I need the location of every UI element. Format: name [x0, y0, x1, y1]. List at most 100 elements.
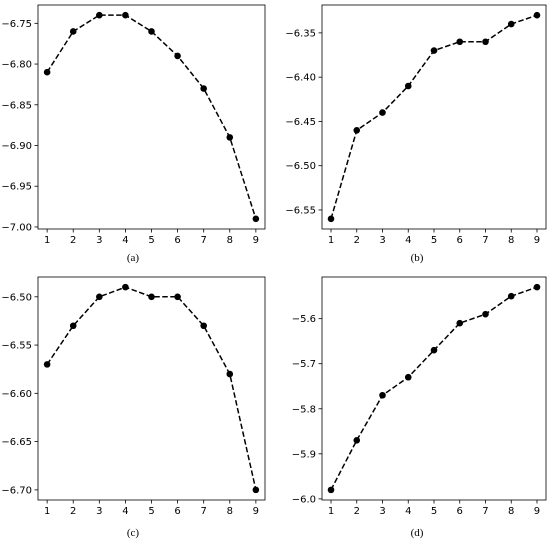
- data-point: [174, 293, 181, 301]
- data-point: [404, 82, 412, 90]
- data-point: [456, 38, 464, 46]
- x-tick-label: 9: [253, 506, 259, 517]
- x-tick-label: 1: [328, 506, 334, 517]
- data-point: [507, 292, 515, 300]
- data-point: [200, 322, 207, 330]
- y-tick-label: −6.75: [1, 19, 32, 30]
- y-tick-label: −6.35: [285, 28, 316, 39]
- x-tick-label: 5: [431, 235, 437, 246]
- y-tick-label: −6.0: [292, 494, 316, 505]
- y-tick-label: −6.50: [285, 161, 316, 172]
- x-tick-label: 8: [227, 235, 233, 246]
- series-line: [46, 286, 257, 491]
- data-point: [327, 486, 335, 494]
- x-tick-label: 6: [457, 235, 463, 246]
- data-point: [353, 126, 361, 134]
- chart-panel-d: 1 2 3 4 5 6 7 8 9 −6.0 −5.9 −5.8 −5.7 −5.6 (d): [292, 276, 547, 539]
- axes-frame: [321, 4, 547, 230]
- data-point: [226, 370, 234, 378]
- y-tick-label: −6.90: [1, 141, 32, 152]
- data-point: [122, 11, 129, 19]
- x-tick-label: 4: [405, 235, 411, 246]
- x-tick-label: 6: [457, 506, 463, 517]
- series-line: [330, 14, 538, 220]
- axes-frame: [37, 276, 266, 501]
- x-tick-label: 7: [482, 506, 488, 517]
- x-tick-label: 6: [174, 235, 180, 246]
- x-tick-label: 9: [534, 235, 540, 246]
- y-tick-label: −6.95: [1, 182, 32, 193]
- y-tick-label: −6.50: [1, 292, 32, 303]
- y-tick-label: −7.00: [1, 222, 32, 233]
- data-point: [200, 85, 207, 92]
- data-point: [327, 215, 335, 223]
- x-tick-label: 3: [379, 235, 385, 246]
- chart-panel-a: 1 2 3 4 5 6 7 8 9 −7.00 −6.95 −6.90 −6.85 −6.80 −6.75 (…: [1, 4, 266, 264]
- x-tick-label: 7: [482, 235, 488, 246]
- x-tick-label: 7: [200, 235, 206, 246]
- data-point: [533, 11, 541, 19]
- data-point: [43, 68, 51, 76]
- x-tick-label: 1: [44, 506, 50, 517]
- x-tick-label: 5: [148, 235, 154, 246]
- y-tick-label: −6.55: [285, 205, 316, 216]
- data-point: [96, 11, 103, 19]
- data-point: [507, 20, 515, 28]
- data-point: [69, 28, 77, 35]
- axes-frame: [321, 276, 547, 501]
- x-tick-label: 2: [70, 506, 76, 517]
- x-tick-label: 3: [96, 506, 102, 517]
- data-point: [252, 215, 260, 223]
- x-tick-label: 1: [328, 235, 334, 246]
- data-point: [482, 310, 489, 318]
- x-tick-label: 5: [148, 506, 154, 517]
- x-tick-label: 9: [534, 506, 540, 517]
- y-tick-label: −5.9: [292, 449, 316, 460]
- x-tick-label: 8: [508, 506, 514, 517]
- y-tick-label: −6.45: [285, 117, 316, 128]
- x-tick-label: 4: [405, 506, 411, 517]
- data-point: [456, 319, 464, 327]
- x-tick-label: 5: [431, 506, 437, 517]
- x-tick-label: 4: [122, 235, 128, 246]
- axes-frame: [37, 4, 266, 230]
- data-point: [122, 283, 129, 291]
- data-point: [533, 283, 541, 291]
- x-tick-label: 9: [253, 235, 259, 246]
- series-line: [46, 14, 257, 220]
- x-tick-label: 7: [200, 506, 206, 517]
- panel-caption: (a): [127, 252, 140, 264]
- data-point: [226, 134, 234, 141]
- data-point: [430, 346, 438, 354]
- x-tick-label: 3: [379, 506, 385, 517]
- x-tick-label: 6: [174, 506, 180, 517]
- series-line: [330, 286, 538, 491]
- data-point: [379, 391, 386, 399]
- x-tick-label: 2: [70, 235, 76, 246]
- panel-caption: (b): [411, 252, 424, 264]
- chart-panel-c: 1 2 3 4 5 6 7 8 9 −6.70 −6.65 −6.60 −6.55 −6.50 (c): [1, 276, 266, 539]
- y-tick-label: −6.85: [1, 100, 32, 111]
- x-tick-label: 8: [508, 235, 514, 246]
- data-point: [404, 373, 412, 381]
- panel-caption: (c): [127, 527, 140, 539]
- y-tick-label: −5.7: [292, 359, 316, 370]
- data-point: [96, 293, 103, 301]
- data-point: [148, 293, 155, 301]
- x-tick-label: 1: [44, 235, 50, 246]
- data-point: [69, 322, 77, 330]
- data-point: [252, 486, 260, 494]
- y-tick-label: −5.6: [292, 314, 316, 325]
- y-tick-label: −6.70: [1, 485, 32, 496]
- data-point: [174, 52, 181, 60]
- x-tick-label: 8: [227, 506, 233, 517]
- y-tick-label: −6.80: [1, 60, 32, 71]
- y-tick-label: −6.65: [1, 437, 32, 448]
- data-point: [353, 437, 361, 444]
- data-point: [482, 38, 489, 46]
- y-tick-label: −5.8: [292, 404, 316, 415]
- x-tick-label: 2: [354, 235, 360, 246]
- chart-panel-b: 1 2 3 4 5 6 7 8 9 −6.55 −6.50 −6.45 −6.40 −6.35 (b): [285, 4, 547, 264]
- data-point: [148, 28, 155, 35]
